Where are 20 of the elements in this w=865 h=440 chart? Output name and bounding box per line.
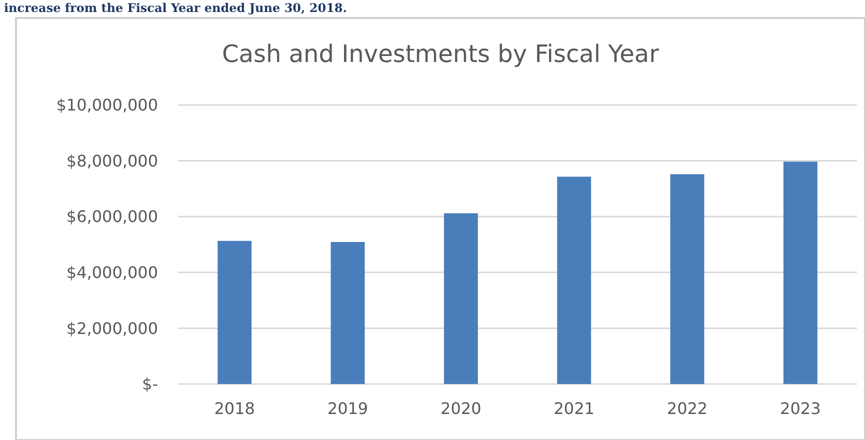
x-tick-label: 2021	[554, 399, 594, 418]
y-tick-label: $8,000,000	[66, 151, 158, 170]
y-tick-label: $10,000,000	[56, 96, 158, 115]
x-tick-label: 2020	[440, 399, 482, 418]
x-tick-label: 2023	[780, 399, 821, 418]
y-tick-label: $2,000,000	[66, 318, 158, 338]
chart-title: Cash and Investments by Fiscal Year	[222, 40, 660, 68]
text: increase from the Fiscal Year ended June 30, 2018.	[4, 1, 347, 15]
y-tick-label: $6,000,000	[66, 207, 158, 226]
y-tick-label: $-	[142, 374, 158, 394]
bar	[330, 242, 365, 384]
y-tick-label: $4,000,000	[66, 263, 158, 282]
bar	[670, 174, 704, 384]
x-tick-label: 2018	[214, 399, 255, 418]
bar	[444, 213, 478, 384]
bar	[783, 162, 818, 384]
x-tick-label: 2019	[327, 399, 368, 418]
x-tick-label: 2022	[666, 399, 708, 418]
bar	[218, 240, 252, 384]
bar	[557, 176, 592, 384]
